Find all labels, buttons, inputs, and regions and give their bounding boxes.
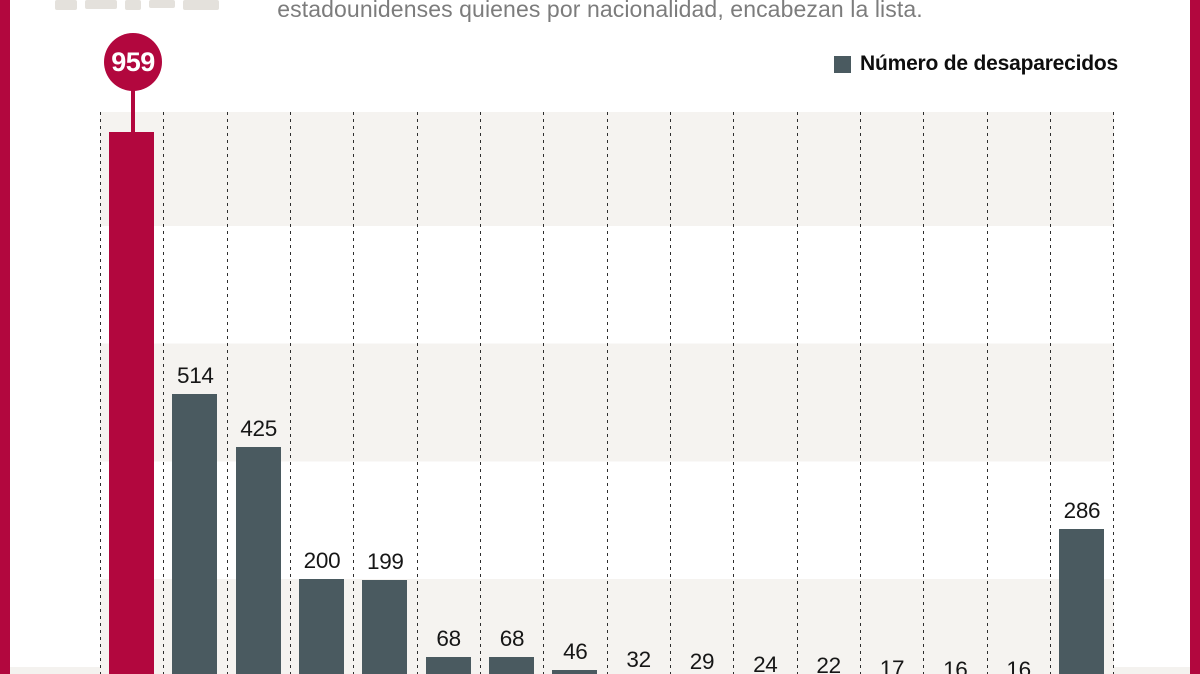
gridline: [100, 112, 101, 674]
bar-value-label: 16: [1006, 656, 1031, 674]
bar: [425, 656, 471, 674]
gridline: [733, 112, 735, 674]
chart-subtitle: estadounidenses quienes por nacionalidad…: [277, 0, 923, 22]
legend-swatch-icon: [834, 55, 851, 73]
bar-value-label: 68: [436, 625, 461, 651]
gridline: [1113, 112, 1115, 674]
left-accent-strip: [0, 0, 10, 674]
gridline: [669, 112, 671, 674]
gridline: [353, 112, 355, 674]
callout-balloon: 959: [104, 33, 162, 91]
legend: Número de desaparecidos: [834, 52, 1118, 76]
bar: [299, 579, 345, 674]
callout-stem: [131, 88, 135, 135]
bar: [362, 579, 408, 674]
gridline: [479, 112, 481, 674]
bar-highlighted: [109, 132, 155, 674]
bar-value-label: 514: [177, 363, 214, 389]
gridline: [543, 112, 545, 674]
bar-value-label: 16: [943, 656, 968, 674]
bar: [1059, 528, 1105, 674]
legend-label: Número de desaparecidos: [860, 52, 1118, 75]
cropped-text-remnant: [55, 0, 219, 11]
bar-value-label: 22: [816, 653, 841, 674]
gridline: [606, 112, 608, 674]
gridline: [986, 112, 988, 674]
gridline: [859, 112, 861, 674]
bar-value-label: 24: [753, 651, 778, 674]
bar-value-label: 200: [303, 548, 341, 574]
bar-value-label: 68: [499, 625, 525, 651]
bar-value-label: 29: [689, 648, 715, 674]
bar-value-label: 32: [626, 647, 651, 673]
bar-value-label: 286: [1063, 497, 1101, 523]
gridline: [163, 112, 165, 674]
bar-value-label: 199: [366, 548, 404, 574]
gridline: [416, 112, 418, 674]
gridline: [923, 112, 925, 674]
callout-value: 959: [111, 46, 155, 77]
bar: [489, 656, 535, 674]
gridline: [796, 112, 798, 674]
gridline: [1049, 112, 1051, 674]
bar-value-label: 425: [240, 415, 277, 441]
bar: [172, 394, 218, 674]
right-accent-strip: [1190, 0, 1200, 674]
gridline: [226, 112, 228, 674]
bar: [552, 669, 598, 674]
bar: [235, 446, 281, 674]
bar-value-label: 17: [879, 655, 905, 674]
gridline: [289, 112, 291, 674]
bar-value-label: 46: [563, 638, 588, 664]
plot-area: 514 425 200 199 68 68 46 32 29 24 22 17 16 16 286: [100, 112, 1115, 674]
